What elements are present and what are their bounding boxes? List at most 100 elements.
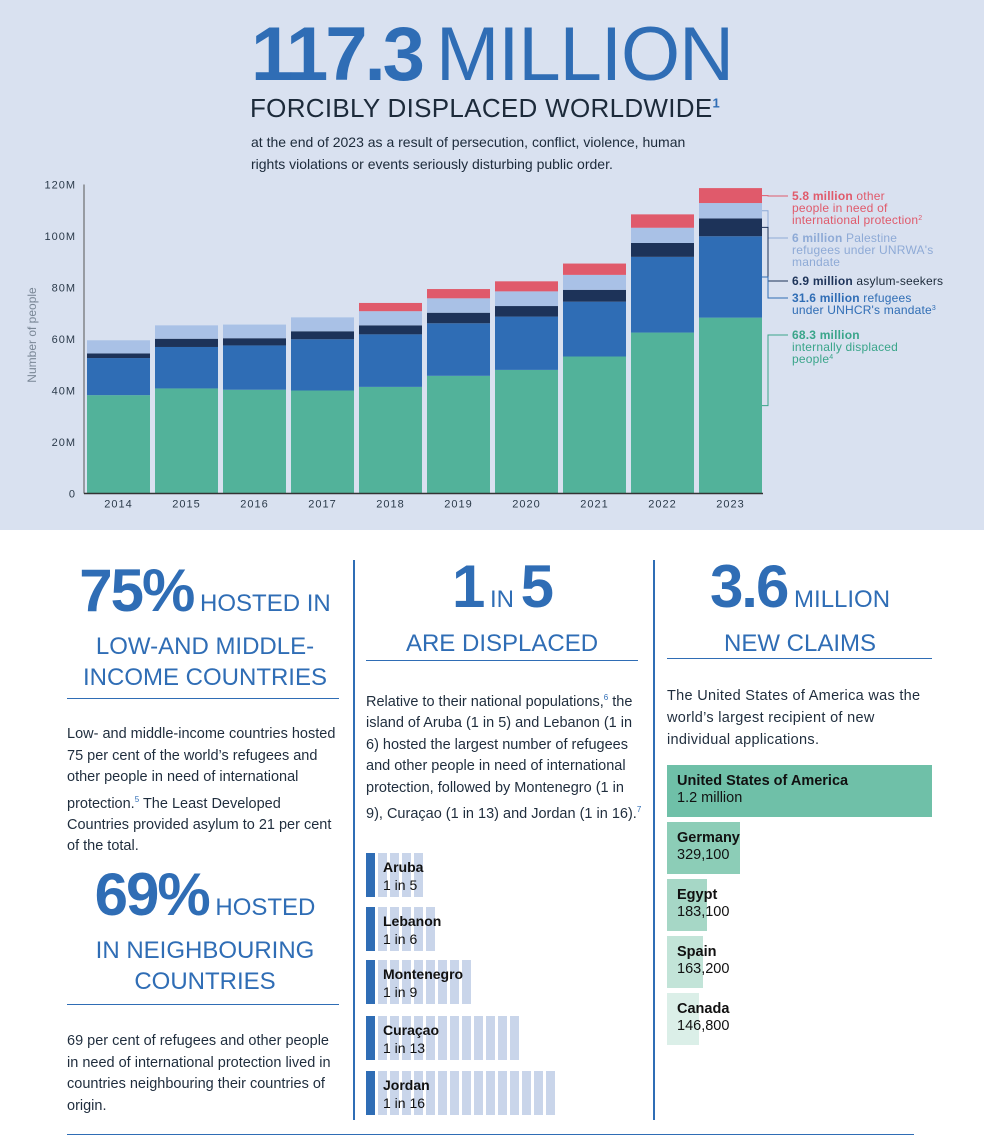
top-panel: 117.3 MILLION FORCIBLY DISPLACED WORLDWID…	[0, 0, 984, 530]
population-cell	[498, 1016, 507, 1060]
claims-bar	[667, 993, 700, 1045]
col1-paragraph-2: 69 per cent of refugees and other people…	[67, 1033, 331, 1114]
annotation-idp: 68.3 million internally displaced people4	[792, 328, 898, 366]
population-cell	[474, 1071, 483, 1115]
annotation-leader	[762, 334, 788, 407]
col1-para1-tail: The Least Developed Countries provided a…	[67, 795, 332, 855]
stat2-big: 69%	[94, 861, 211, 928]
claims-label: Spain 163,200	[677, 944, 729, 978]
bar-segment-other	[563, 263, 626, 275]
stat2-tail: HOSTED	[215, 894, 316, 921]
bar-segment-other	[359, 302, 422, 312]
population-cell	[498, 1071, 507, 1115]
claims-bar	[667, 822, 740, 874]
y-tick-label: 20M	[52, 437, 76, 449]
stat-1in5-line2: ARE DISPLACED	[405, 630, 599, 657]
bar-segment-asylum	[563, 289, 626, 302]
bar-segment-other	[427, 289, 490, 299]
bar-segment-refugees	[223, 345, 286, 390]
x-tick-label: 2023	[716, 499, 744, 511]
population-cells	[378, 853, 423, 897]
population-cells	[378, 1071, 555, 1115]
population-cell	[402, 853, 411, 897]
population-cell	[414, 1016, 423, 1060]
population-cell	[510, 1071, 519, 1115]
footnote-marker: 5	[134, 794, 140, 804]
claims-country: Germany	[677, 830, 740, 846]
bar-segment-palestine	[495, 291, 558, 307]
bar-segment-other	[631, 214, 694, 228]
claims-country: Egypt	[677, 887, 718, 903]
population-cell	[426, 960, 435, 1004]
bar-segment-idp	[563, 356, 626, 494]
bar-segment-refugees	[631, 256, 694, 333]
col3-paragraph: The United States of America was the wor…	[667, 688, 921, 748]
stat1-big: 75%	[79, 557, 195, 624]
population-cell	[426, 907, 435, 951]
bar-segment-palestine	[359, 311, 422, 326]
population-cell	[462, 1071, 471, 1115]
annotation-other: 5.8 million other people in need of intern…	[792, 189, 922, 227]
claims-value: 1.2 million	[677, 790, 743, 806]
ratio-label: Lebanon 1 in 6	[383, 912, 441, 948]
claims-bar-row: Egypt 183,100	[667, 879, 932, 931]
stat-claims-big: 3.6	[709, 553, 789, 620]
col1-rule-1	[67, 698, 339, 699]
y-tick-label: 120M	[44, 180, 76, 192]
population-cell	[378, 1016, 387, 1060]
annotation-asylum: 6.9 million asylum-seekers	[792, 274, 943, 288]
population-cell	[462, 1016, 471, 1060]
bar-segment-idp	[155, 388, 218, 494]
bar-segment-palestine	[291, 317, 354, 332]
population-cell	[414, 1071, 423, 1115]
population-cell	[378, 907, 387, 951]
bar-segment-idp	[291, 390, 354, 494]
population-cells	[378, 1016, 519, 1060]
x-tick-label: 2020	[512, 499, 540, 511]
ratio-country: Curaçao	[383, 1022, 440, 1038]
population-cell	[378, 853, 387, 897]
population-cell	[390, 1016, 399, 1060]
bar-segment-idp	[223, 389, 286, 494]
claims-bar-row: Canada 146,800	[667, 993, 932, 1045]
population-cell	[450, 1071, 459, 1115]
annotation-leader	[762, 226, 788, 282]
bar-segment-other	[495, 281, 558, 292]
population-cell	[402, 1016, 411, 1060]
claims-bar	[667, 879, 708, 931]
bar-segment-refugees	[699, 236, 762, 318]
ratio-label: Montenegro 1 in 9	[383, 965, 463, 1001]
displaced-person-marker	[366, 907, 375, 951]
stat-1in5-big1: 1	[451, 553, 485, 620]
col1-rule-2	[67, 1004, 339, 1005]
claims-bar-row: Germany 329,100	[667, 822, 932, 874]
stat-75-percent: 75% HOSTED IN LOW-AND MIDDLE- INCOME COU…	[40, 560, 370, 693]
y-tick-label: 100M	[44, 231, 76, 243]
population-cell	[390, 907, 399, 951]
population-cell	[414, 960, 423, 1004]
bar-segment-idp	[495, 369, 558, 494]
population-cell	[426, 1071, 435, 1115]
bar-segment-refugees	[291, 339, 354, 391]
bar-segment-asylum	[699, 218, 762, 237]
claims-bar	[667, 936, 704, 988]
stat-claims-line2: NEW CLAIMS	[723, 630, 876, 657]
x-tick-label: 2015	[172, 499, 200, 511]
claims-label: Canada 146,800	[677, 1001, 729, 1035]
population-cell	[510, 1016, 519, 1060]
bar-segment-asylum	[631, 242, 694, 257]
population-cell	[486, 1071, 495, 1115]
population-cell	[402, 907, 411, 951]
ratio-value: 1 in 16	[383, 1095, 426, 1111]
footnote-marker: 7	[636, 805, 642, 815]
x-tick-label: 2022	[648, 499, 676, 511]
population-cell	[402, 1071, 411, 1115]
population-cell	[486, 1016, 495, 1060]
population-cell	[438, 1071, 447, 1115]
claims-country: Canada	[677, 1001, 730, 1017]
stat1-line3: INCOME COUNTRIES	[82, 664, 327, 691]
population-cell	[414, 907, 423, 951]
bar-segment-refugees	[155, 346, 218, 389]
displaced-person-marker	[366, 1071, 375, 1115]
footnote-marker: 1	[712, 95, 721, 111]
